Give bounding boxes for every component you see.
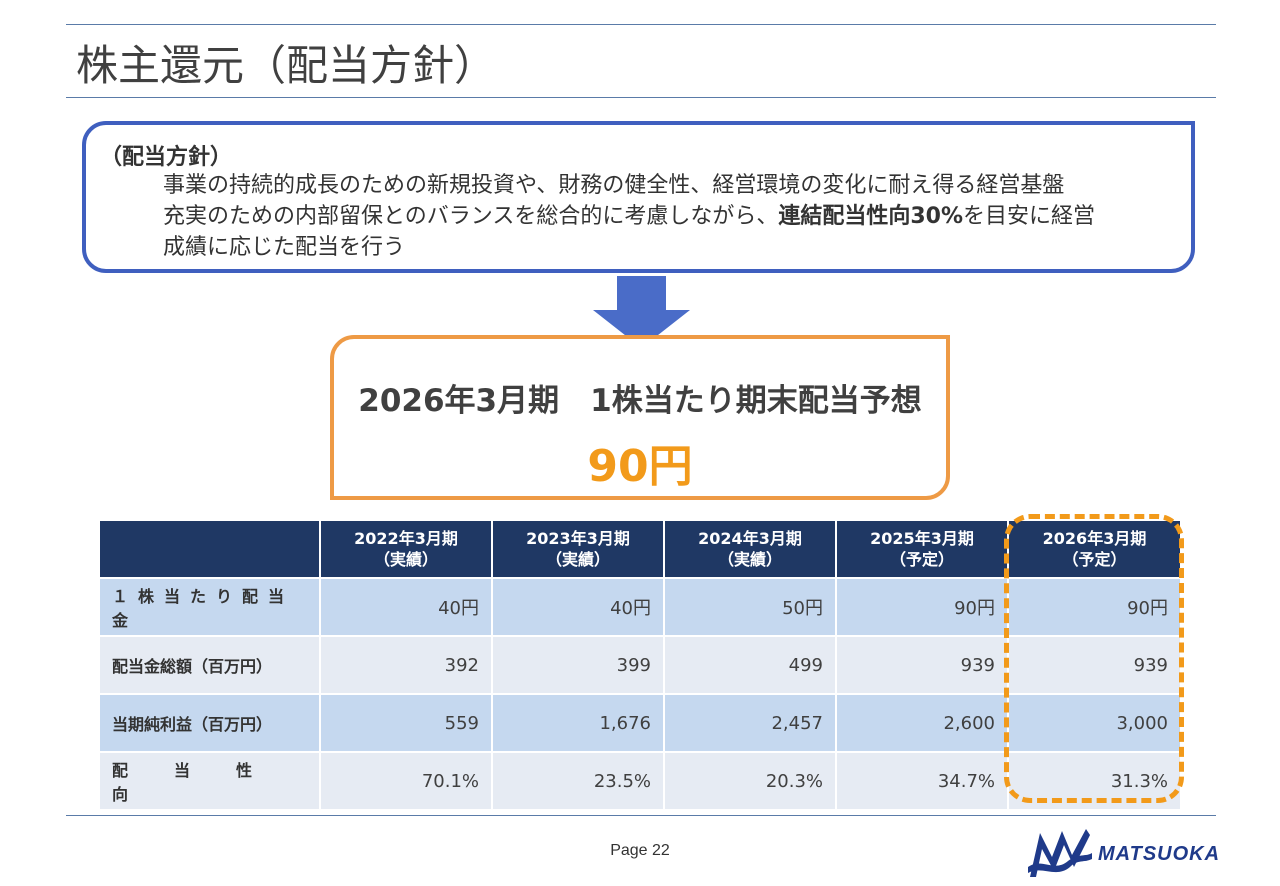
matsuoka-logo-icon	[1028, 829, 1092, 877]
policy-text-line-1: 事業の持続的成長のための新規投資や、財務の健全性、経営環境の変化に耐え得る経営基…	[163, 170, 1064, 202]
header-period: 2022年3月期	[354, 529, 458, 548]
table-cell: 499	[664, 635, 837, 694]
policy-line3: 成績に応じた配当を行う	[163, 235, 406, 260]
dividend-policy-box	[82, 121, 1195, 273]
table-row-net-income: 当期純利益（百万円） 559 1,676 2,457 2,600 3,000	[100, 693, 1182, 752]
footer-rule	[66, 815, 1216, 816]
title-underline	[66, 97, 1216, 98]
header-period: 2024年3月期	[698, 529, 802, 548]
row-label-text: 配当性向	[112, 761, 299, 804]
header-fy2024: 2024年3月期 （実績）	[664, 521, 837, 578]
table-cell: 939	[836, 635, 1009, 694]
header-fy2026: 2026年3月期 （予定）	[1008, 521, 1182, 578]
row-label-text: １株当たり配当金	[112, 587, 295, 630]
header-status: （予定）	[1062, 550, 1127, 569]
table-cell: 23.5%	[492, 751, 665, 809]
table-cell: 559	[320, 693, 493, 752]
table-header-row: 2022年3月期 （実績） 2023年3月期 （実績） 2024年3月期 （実績） 2…	[100, 521, 1182, 578]
table-row-dividend-per-share: １株当たり配当金 40円 40円 50円 90円 90円	[100, 577, 1182, 636]
header-fy2025: 2025年3月期 （予定）	[836, 521, 1009, 578]
table-cell: 1,676	[492, 693, 665, 752]
policy-text-line-3: 成績に応じた配当を行う	[163, 232, 405, 264]
down-arrow-icon	[593, 276, 690, 348]
header-status: （実績）	[373, 550, 438, 569]
policy-heading: （配当方針）	[100, 145, 233, 170]
row-label: 配当金総額（百万円）	[100, 635, 321, 694]
dividend-table: 2022年3月期 （実績） 2023年3月期 （実績） 2024年3月期 （実績） 2…	[100, 521, 1182, 809]
table-cell: 40円	[320, 577, 493, 636]
table-cell: 40円	[492, 577, 665, 636]
row-label: １株当たり配当金	[100, 577, 321, 636]
table-cell: 399	[492, 635, 665, 694]
row-label: 配当性向	[100, 751, 321, 809]
table-cell: 392	[320, 635, 493, 694]
policy-line1: 事業の持続的成長のための新規投資や、財務の健全性、経営環境の変化に耐え得る経営基…	[163, 173, 1065, 198]
top-rule	[66, 24, 1216, 25]
table-cell: 90円	[836, 577, 1009, 636]
row-label: 当期純利益（百万円）	[100, 693, 321, 752]
table-cell: 20.3%	[664, 751, 837, 809]
policy-text-line-2: 充実のための内部留保とのバランスを総合的に考慮しながら、連結配当性向30%を目安…	[163, 201, 1095, 233]
forecast-title: 2026年3月期 1株当たり期末配当予想	[358, 383, 922, 419]
forecast-box	[330, 335, 950, 500]
table-cell: 31.3%	[1008, 751, 1182, 809]
header-fy2023: 2023年3月期 （実績）	[492, 521, 665, 578]
header-blank	[100, 521, 321, 578]
forecast-value: 90円	[587, 441, 693, 492]
header-period: 2025年3月期	[870, 529, 974, 548]
table-cell: 2,600	[836, 693, 1009, 752]
table-cell: 70.1%	[320, 751, 493, 809]
header-status: （予定）	[889, 550, 954, 569]
page-title: 株主還元（配当方針）	[76, 41, 497, 90]
header-status: （実績）	[545, 550, 610, 569]
table-cell: 939	[1008, 635, 1182, 694]
table-cell: 50円	[664, 577, 837, 636]
header-status: （実績）	[717, 550, 782, 569]
policy-line2-bold: 連結配当性向30%	[778, 204, 964, 229]
table-cell: 2,457	[664, 693, 837, 752]
table-cell: 90円	[1008, 577, 1182, 636]
header-period: 2026年3月期	[1042, 529, 1147, 548]
table-cell: 34.7%	[836, 751, 1009, 809]
header-fy2022: 2022年3月期 （実績）	[320, 521, 493, 578]
table-row-total-dividend: 配当金総額（百万円） 392 399 499 939 939	[100, 635, 1182, 694]
table-cell: 3,000	[1008, 693, 1182, 752]
header-period: 2023年3月期	[526, 529, 630, 548]
table-row-payout-ratio: 配当性向 70.1% 23.5% 20.3% 34.7% 31.3%	[100, 751, 1182, 809]
logo-text: MATSUOKA	[1098, 843, 1221, 865]
policy-line2-pre: 充実のための内部留保とのバランスを総合的に考慮しながら、	[163, 204, 779, 229]
page-number: Page 22	[610, 842, 670, 859]
policy-line2-post: を目安に経営	[963, 204, 1096, 229]
